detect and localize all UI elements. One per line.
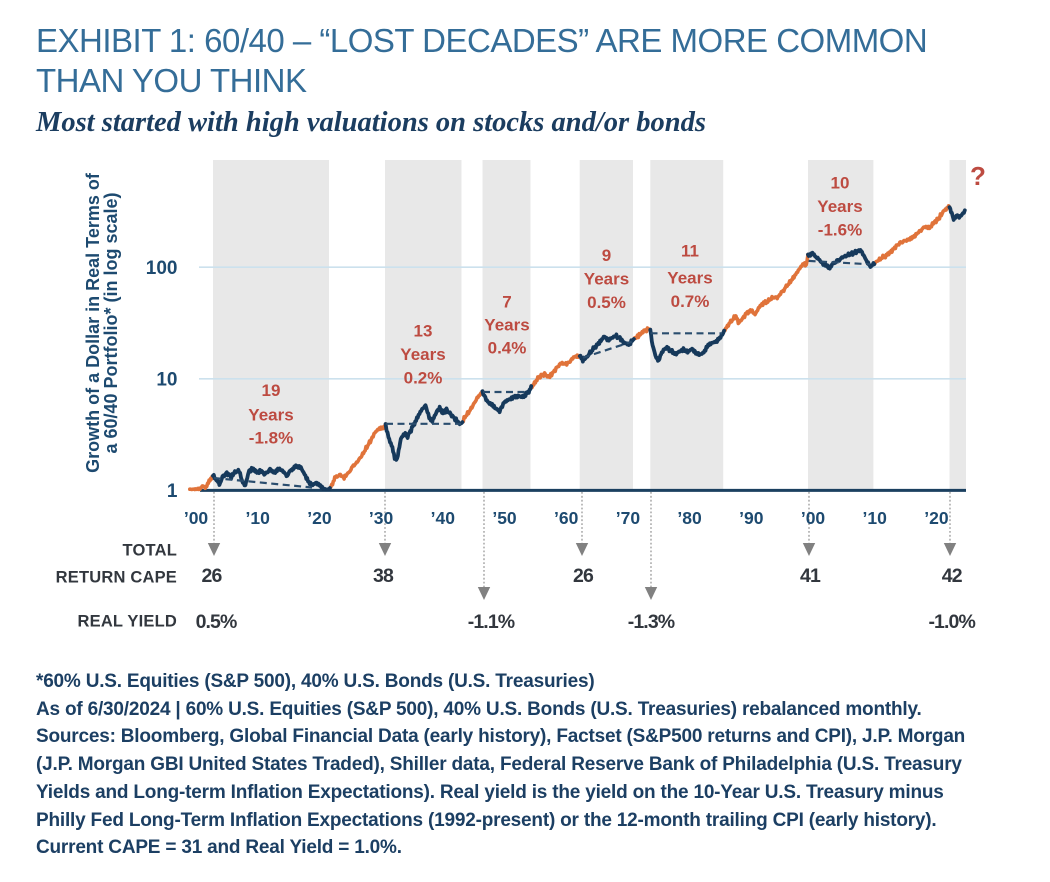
svg-text:’00: ’00: [184, 508, 209, 528]
svg-text:Years: Years: [584, 270, 629, 289]
svg-text:Years: Years: [667, 269, 712, 288]
svg-text:41: 41: [800, 565, 821, 587]
svg-text:0.7%: 0.7%: [671, 292, 710, 311]
svg-text:?: ?: [970, 161, 986, 191]
svg-text:Years: Years: [400, 345, 445, 364]
svg-text:’10: ’10: [246, 508, 271, 528]
svg-text:’50: ’50: [492, 508, 517, 528]
svg-text:0.5%: 0.5%: [587, 293, 626, 312]
svg-text:0.2%: 0.2%: [404, 369, 443, 388]
svg-text:10: 10: [831, 174, 850, 193]
svg-text:1: 1: [167, 481, 178, 502]
svg-text:’80: ’80: [677, 508, 702, 528]
svg-text:’00: ’00: [801, 508, 826, 528]
svg-text:Years: Years: [248, 406, 293, 425]
svg-text:0.4%: 0.4%: [488, 339, 527, 358]
svg-text:’40: ’40: [431, 508, 456, 528]
svg-text:42: 42: [942, 565, 963, 587]
svg-text:-1.6%: -1.6%: [818, 221, 862, 240]
svg-text:’20: ’20: [307, 508, 332, 528]
svg-text:a 60/40 Portfolio* (in log sca: a 60/40 Portfolio* (in log scale): [101, 192, 121, 453]
svg-text:’30: ’30: [369, 508, 394, 528]
svg-text:9: 9: [602, 246, 611, 265]
svg-text:10: 10: [156, 369, 177, 390]
svg-text:38: 38: [373, 565, 394, 587]
svg-text:REAL YIELD: REAL YIELD: [78, 613, 178, 631]
svg-text:0.5%: 0.5%: [196, 611, 237, 633]
svg-text:Years: Years: [817, 197, 862, 216]
svg-text:100: 100: [146, 258, 178, 279]
svg-text:-1.8%: -1.8%: [249, 429, 293, 448]
svg-text:’10: ’10: [863, 508, 888, 528]
svg-text:’90: ’90: [739, 508, 764, 528]
svg-text:19: 19: [262, 381, 281, 400]
svg-text:RETURN CAPE: RETURN CAPE: [56, 569, 177, 587]
svg-text:’20: ’20: [924, 508, 949, 528]
svg-text:’60: ’60: [554, 508, 579, 528]
svg-text:Years: Years: [484, 316, 529, 335]
svg-text:’70: ’70: [616, 508, 641, 528]
svg-text:Growth of a Dollar in Real Ter: Growth of a Dollar in Real Terms of: [83, 172, 103, 473]
svg-text:11: 11: [681, 242, 699, 261]
svg-text:-1.3%: -1.3%: [628, 611, 675, 633]
svg-text:7: 7: [502, 293, 511, 312]
svg-text:-1.0%: -1.0%: [928, 611, 975, 633]
svg-text:26: 26: [573, 565, 594, 587]
svg-text:TOTAL: TOTAL: [123, 542, 177, 560]
svg-text:-1.1%: -1.1%: [468, 611, 515, 633]
svg-text:13: 13: [414, 322, 433, 341]
svg-text:26: 26: [202, 565, 223, 587]
